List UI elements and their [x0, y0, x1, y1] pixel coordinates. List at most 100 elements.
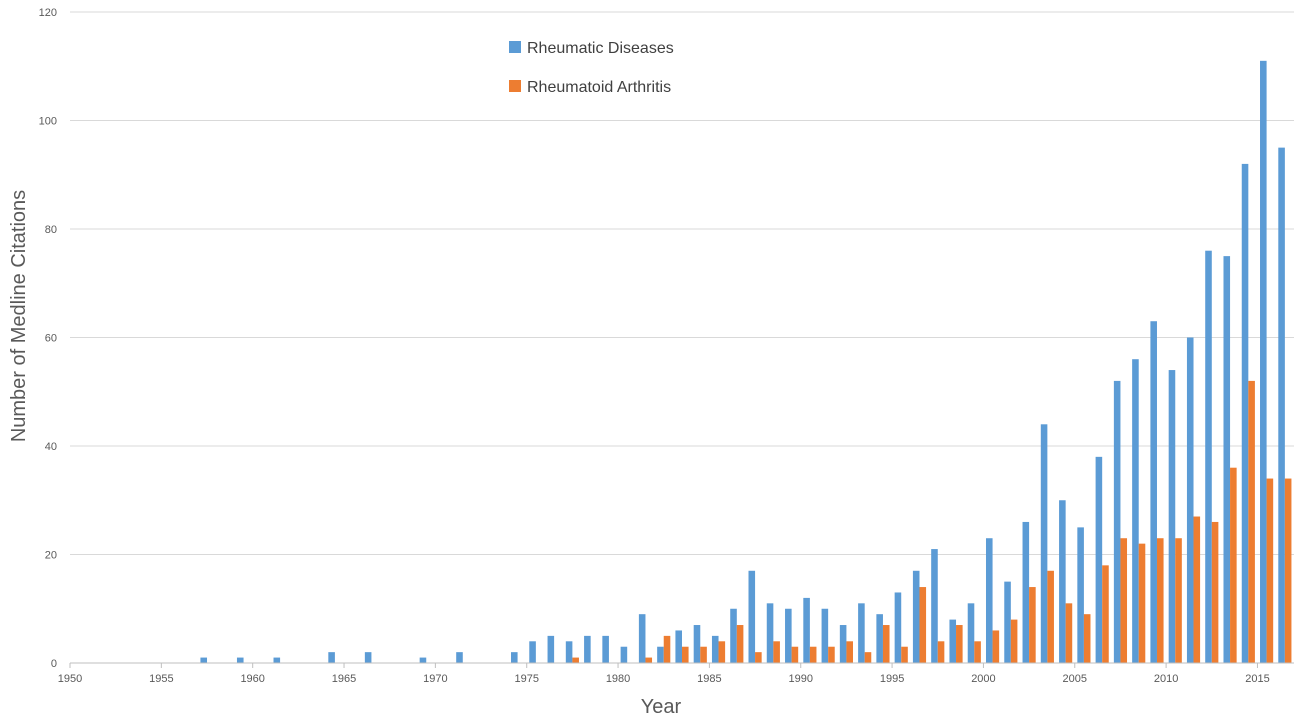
bar	[236, 657, 244, 663]
bar	[584, 635, 591, 663]
y-tick-label: 80	[45, 224, 57, 236]
bar	[791, 646, 799, 663]
axes: 0 20 40 60 80 100 120 1950 1955 1960 1965 1970 1975 1…	[39, 7, 1294, 685]
bar	[839, 625, 847, 663]
x-tick-label: 1955	[149, 673, 173, 685]
bar	[1278, 147, 1285, 663]
bar	[675, 630, 682, 663]
bar	[755, 652, 762, 663]
bar	[1113, 380, 1121, 663]
x-tick-label: 1995	[880, 673, 904, 685]
x-tick-label: 1975	[514, 673, 538, 685]
bar	[773, 641, 780, 663]
bar	[565, 641, 573, 663]
bar	[682, 646, 689, 663]
bar	[511, 652, 518, 663]
bar	[1284, 478, 1292, 663]
bar	[657, 646, 664, 663]
bar	[1248, 380, 1255, 663]
series-rheumatic-diseases	[200, 60, 1285, 663]
x-tick-label: 1990	[789, 673, 813, 685]
legend-swatch	[509, 80, 521, 92]
bar	[967, 603, 975, 663]
bar	[985, 538, 993, 663]
bar	[1156, 538, 1164, 663]
bar	[730, 608, 737, 663]
bar	[937, 641, 945, 663]
bar	[766, 603, 774, 663]
bar	[1241, 163, 1249, 663]
bar	[803, 597, 810, 663]
bar	[1205, 250, 1212, 663]
bar	[1260, 60, 1267, 663]
bar	[1029, 587, 1036, 663]
bar	[1230, 467, 1237, 663]
bar	[200, 657, 208, 663]
bar	[638, 614, 646, 663]
bar	[974, 641, 981, 663]
bar	[700, 646, 707, 663]
x-tick-label: 1965	[332, 673, 356, 685]
gridlines	[70, 11, 1294, 555]
y-axis-title: Number of Medline Citations	[8, 190, 30, 442]
x-tick-label: 1950	[58, 673, 82, 685]
bar	[1132, 359, 1139, 663]
bar	[1022, 521, 1030, 663]
bar	[273, 657, 281, 663]
x-tick-label: 1960	[240, 673, 264, 685]
bar	[1150, 321, 1157, 663]
bar	[1266, 478, 1274, 663]
bar	[1186, 337, 1194, 663]
bar	[1193, 516, 1201, 663]
bar	[858, 603, 865, 663]
bar	[1175, 538, 1182, 663]
bar	[620, 646, 628, 663]
bar	[828, 646, 835, 663]
y-tick-label: 0	[51, 658, 57, 670]
legend: Rheumatic Diseases Rheumatoid Arthritis	[509, 40, 674, 96]
legend-label: Rheumatoid Arthritis	[527, 79, 671, 96]
bar	[785, 608, 792, 663]
series-rheumatoid-arthritis	[572, 380, 1292, 663]
x-axis-title: Year	[641, 696, 682, 718]
y-tick-label: 120	[39, 7, 57, 19]
bar	[1138, 543, 1146, 663]
bar	[718, 641, 726, 663]
bar	[1010, 619, 1018, 663]
bar	[1004, 581, 1011, 663]
bar	[956, 625, 963, 663]
bar	[364, 652, 372, 663]
bar	[931, 549, 938, 663]
bar	[1102, 565, 1109, 663]
bar	[821, 608, 829, 663]
bar	[864, 652, 872, 663]
x-tick-label: 2000	[971, 673, 995, 685]
bar	[645, 657, 653, 663]
bar	[919, 587, 927, 663]
bar	[736, 625, 744, 663]
bar	[1059, 500, 1066, 663]
bar	[328, 652, 335, 663]
bar	[894, 592, 902, 663]
bar	[1040, 424, 1048, 663]
x-tick-label: 1970	[423, 673, 447, 685]
bar	[419, 657, 427, 663]
bar	[809, 646, 817, 663]
x-tick-label: 1985	[697, 673, 721, 685]
bar	[846, 641, 853, 663]
bar	[1083, 614, 1091, 663]
legend-swatch	[509, 41, 521, 53]
bar	[711, 635, 719, 663]
x-tick-label: 2005	[1063, 673, 1087, 685]
bar	[572, 657, 579, 663]
x-tick-label: 1980	[606, 673, 630, 685]
bars	[200, 60, 1292, 663]
bar	[529, 641, 536, 663]
bar	[748, 570, 756, 663]
bar	[693, 625, 701, 663]
bar	[1168, 370, 1176, 663]
bar	[949, 619, 957, 663]
bar	[547, 635, 555, 663]
